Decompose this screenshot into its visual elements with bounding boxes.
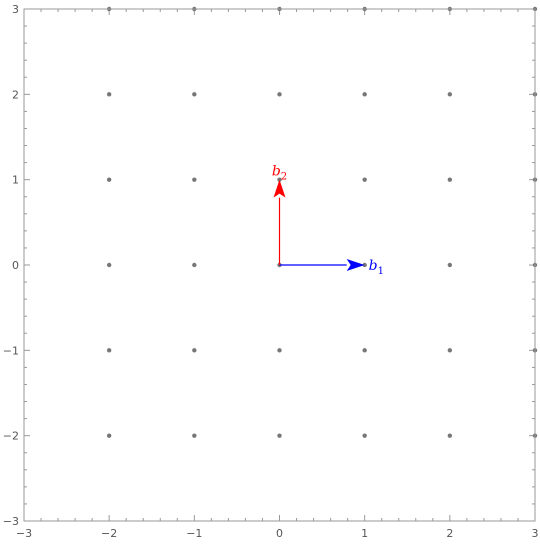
lattice-point <box>277 92 282 97</box>
lattice-point <box>106 433 112 438</box>
vector-b2-arrowhead <box>273 179 286 198</box>
x-tick-label: −3 <box>16 527 32 540</box>
lattice-point <box>447 262 453 268</box>
lattice-point <box>362 92 367 97</box>
lattice-point <box>277 433 282 438</box>
x-tick-label: 1 <box>361 527 368 540</box>
vector-b1-arrowhead <box>346 259 365 271</box>
basis-vectors: b1 b2 <box>272 164 384 277</box>
lattice-point <box>106 348 112 353</box>
vector-b2-label: b2 <box>272 164 287 183</box>
lattice-point <box>106 92 112 97</box>
lattice-point <box>447 177 453 182</box>
vector-b1-label: b1 <box>369 258 384 277</box>
x-tick-label: 3 <box>532 527 539 540</box>
lattice-point <box>277 348 282 353</box>
lattice-point <box>447 348 453 353</box>
lattice-point <box>192 433 197 438</box>
plot-frame <box>23 8 536 522</box>
lattice-point <box>192 92 197 97</box>
lattice-point <box>447 92 453 97</box>
y-tick-label: 1 <box>12 174 19 187</box>
x-tick-label: −1 <box>186 527 202 540</box>
lattice-point <box>192 177 197 182</box>
lattice-point <box>362 348 367 353</box>
y-tick-label: 0 <box>12 259 19 272</box>
lattice-point <box>362 433 367 438</box>
y-tick-label: 2 <box>12 88 19 101</box>
x-tick-label: 0 <box>276 527 283 540</box>
y-tick-label: 3 <box>12 3 19 16</box>
y-tick-label: −3 <box>3 515 19 528</box>
y-tick-label: −1 <box>3 344 19 357</box>
y-tick-label: −2 <box>3 430 19 443</box>
lattice-point <box>106 177 112 182</box>
lattice-point <box>447 433 453 438</box>
lattice-point <box>106 262 112 268</box>
lattice-point <box>362 177 367 182</box>
tick-labels: −3 −2 −1 0 1 2 3 −3 −2 −1 0 1 2 3 <box>3 3 539 540</box>
x-tick-label: 2 <box>446 527 453 540</box>
x-tick-label: −2 <box>101 527 117 540</box>
lattice-point <box>192 348 197 353</box>
lattice-point <box>192 262 197 268</box>
